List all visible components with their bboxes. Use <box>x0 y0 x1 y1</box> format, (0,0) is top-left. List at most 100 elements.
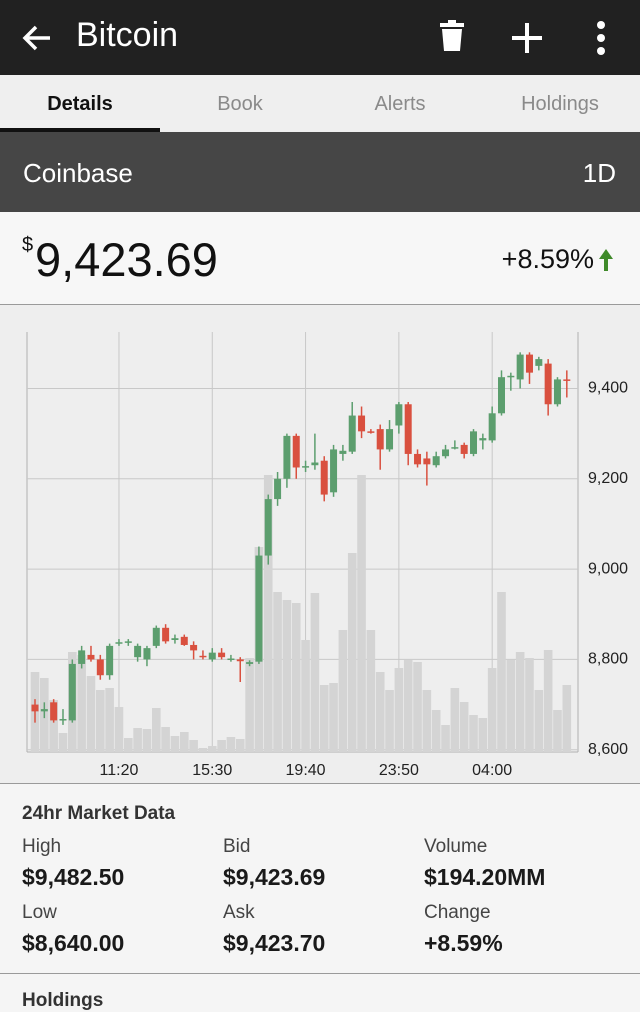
volume-bar <box>235 739 245 752</box>
change: +8.59% <box>501 244 594 274</box>
volume-bar <box>49 700 58 752</box>
volume-bar <box>114 707 124 752</box>
volume-bar <box>422 690 432 752</box>
delete-button[interactable] <box>440 20 464 54</box>
tab[interactable]: Details <box>0 75 160 132</box>
market-stat: Low $8,640.00 <box>22 902 222 957</box>
candle-body <box>404 404 412 454</box>
candle-body <box>442 449 450 457</box>
volume-bar <box>385 690 394 752</box>
candle-body <box>395 404 403 426</box>
volume-bar <box>487 668 497 752</box>
candle-body <box>330 449 338 493</box>
volume-bar <box>347 553 357 752</box>
candle-body <box>255 555 263 662</box>
stat-label: Change <box>424 902 491 923</box>
candle-body <box>553 379 561 405</box>
chart: 8,600 8,800 9,000 9,200 9,400 11:20 15:30 19:40… <box>0 305 640 783</box>
volume-bar <box>282 600 292 752</box>
candle-body <box>227 658 235 661</box>
stat-label: Low <box>22 902 57 923</box>
volume-bar <box>161 727 170 752</box>
candle-body <box>218 652 226 658</box>
add-button[interactable] <box>511 22 543 54</box>
currency: $ <box>22 234 34 256</box>
tab[interactable]: Alerts <box>374 93 426 115</box>
candle-body <box>264 499 272 556</box>
y-tick-label: 9,400 <box>588 380 628 397</box>
candle-body <box>78 650 86 664</box>
stat-value: $8,640.00 <box>22 930 125 956</box>
section-title: Holdings <box>22 990 104 1011</box>
candle-body <box>190 644 198 651</box>
y-tick-label: 9,200 <box>588 470 628 487</box>
exchange-name[interactable]: Coinbase <box>23 158 133 188</box>
volume-bar <box>515 652 525 752</box>
candle-body <box>507 375 515 378</box>
market-stat: Ask $9,423.70 <box>223 902 423 957</box>
tab[interactable]: Holdings <box>521 93 599 115</box>
volume-bar <box>497 592 506 752</box>
stat-label: High <box>22 836 62 857</box>
volume-bar <box>319 685 329 752</box>
volume-bar <box>170 736 180 752</box>
back-button[interactable] <box>20 22 54 54</box>
volume-bar <box>207 746 217 752</box>
x-tick-label: 11:20 <box>100 762 139 779</box>
candle-body <box>460 444 468 454</box>
market-stat: Bid $9,423.69 <box>223 836 423 891</box>
candle-body <box>106 645 114 676</box>
candle-body <box>358 415 366 432</box>
stat-label: Volume <box>424 836 488 857</box>
volume-bar <box>151 708 161 752</box>
volume-bar <box>553 710 562 752</box>
volume-bar <box>329 683 338 752</box>
volume-bar <box>105 688 114 752</box>
volume-bar <box>124 738 133 752</box>
candle-body <box>516 354 524 380</box>
volume-bar <box>133 728 142 752</box>
candle-body <box>451 447 459 449</box>
tab-bar: Details Book Alerts Holdings <box>0 75 640 132</box>
stat-value: +8.59% <box>424 930 503 956</box>
volume-bar <box>96 690 105 752</box>
candle-body <box>414 453 422 465</box>
volume-bar <box>301 640 310 752</box>
candle-body <box>31 704 39 712</box>
y-tick-label: 9,000 <box>588 560 628 577</box>
candle-body <box>40 709 48 712</box>
volume-bar <box>441 725 450 752</box>
volume-bar <box>263 475 273 752</box>
candle-body <box>470 431 478 454</box>
stat-label: Ask <box>223 902 255 923</box>
candle-body <box>199 655 207 658</box>
volume-bar <box>506 660 516 752</box>
x-tick-label: 04:00 <box>472 762 512 779</box>
candle-body <box>563 379 571 381</box>
candle-body <box>143 648 151 660</box>
volume-bar <box>198 748 208 752</box>
candle-body <box>171 638 179 640</box>
candle-body <box>488 413 496 441</box>
candle-body <box>386 429 394 450</box>
volume-bar <box>375 672 385 752</box>
period[interactable]: 1D <box>582 158 616 188</box>
stat-value: $194.20MM <box>424 864 546 890</box>
candle-body <box>367 431 375 433</box>
candle-body <box>544 363 552 405</box>
menu-button[interactable] <box>594 20 608 56</box>
stat-value: $9,482.50 <box>22 864 125 890</box>
volume-bar <box>189 740 198 752</box>
volume-bar <box>469 715 478 752</box>
candle-body <box>432 456 440 466</box>
tab[interactable]: Book <box>217 93 263 115</box>
price: 9,423.69 <box>35 233 218 286</box>
candle-body <box>311 462 319 466</box>
candle-body <box>376 429 384 450</box>
candle-body <box>320 460 328 495</box>
volume-bar <box>245 658 254 752</box>
candle-body <box>134 645 142 658</box>
volume-bar <box>562 685 572 752</box>
volume-bar <box>525 658 534 752</box>
